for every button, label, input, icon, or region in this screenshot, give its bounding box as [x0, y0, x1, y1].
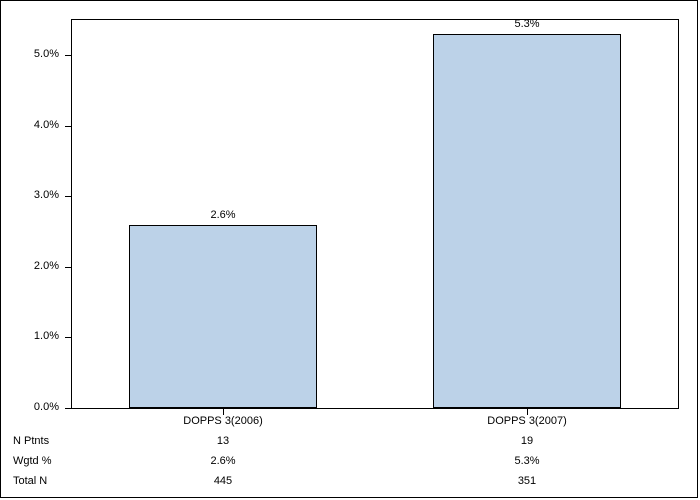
- table-cell: 5.3%: [467, 455, 587, 467]
- x-category-label: DOPPS 3(2006): [143, 415, 303, 427]
- table-row-label: Total N: [13, 475, 47, 487]
- y-axis-label: 3.0%: [34, 189, 59, 201]
- y-axis-label: 0.0%: [34, 401, 59, 413]
- y-axis-tick: [65, 337, 71, 338]
- table-cell: 351: [467, 475, 587, 487]
- bar-value-label: 5.3%: [487, 18, 567, 30]
- chart-container: 0.0% 1.0% 2.0% 3.0% 4.0% 5.0% 2.6% 5.3% DOPPS 3(…: [0, 0, 698, 498]
- x-category-label: DOPPS 3(2007): [447, 415, 607, 427]
- y-axis-label: 2.0%: [34, 260, 59, 272]
- y-axis-tick: [65, 196, 71, 197]
- table-row-label: N Ptnts: [13, 435, 49, 447]
- table-cell: 13: [163, 435, 283, 447]
- y-axis-tick: [65, 55, 71, 56]
- y-axis-label: 4.0%: [34, 119, 59, 131]
- bar: [433, 34, 621, 408]
- table-row-label: Wgtd %: [13, 455, 52, 467]
- bar: [129, 225, 317, 408]
- table-cell: 2.6%: [163, 455, 283, 467]
- bar-value-label: 2.6%: [183, 209, 263, 221]
- y-axis-tick: [65, 126, 71, 127]
- table-cell: 19: [467, 435, 587, 447]
- table-cell: 445: [163, 475, 283, 487]
- y-axis-tick: [65, 408, 71, 409]
- y-axis-tick: [65, 267, 71, 268]
- y-axis-label: 1.0%: [34, 330, 59, 342]
- y-axis-label: 5.0%: [34, 48, 59, 60]
